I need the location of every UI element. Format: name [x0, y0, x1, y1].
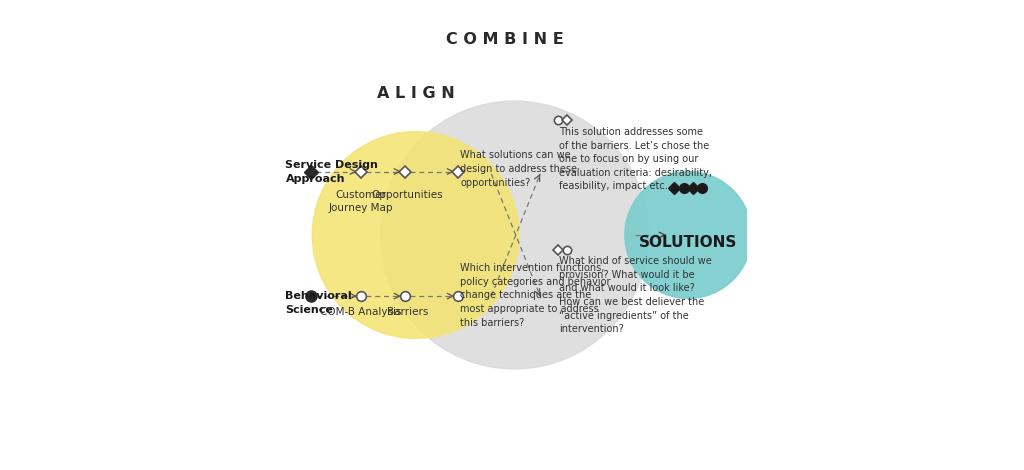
Text: Barriers: Barriers — [387, 307, 428, 317]
Text: COM-B Analysis: COM-B Analysis — [319, 307, 401, 317]
Text: Behavioral
Science: Behavioral Science — [286, 291, 352, 315]
Text: A L I G N: A L I G N — [377, 86, 455, 102]
Circle shape — [625, 172, 752, 298]
Circle shape — [312, 132, 519, 338]
Text: C O M B I N E: C O M B I N E — [446, 32, 564, 47]
Circle shape — [380, 101, 648, 369]
Text: Which intervention functions,
policy categories and behavior
change techniques a: Which intervention functions, policy cat… — [461, 263, 610, 328]
Text: What solutions can we
design to address these
opportunities?: What solutions can we design to address … — [461, 150, 578, 188]
Text: What kind of service should we
provision? What would it be
and what would it loo: What kind of service should we provision… — [559, 256, 712, 334]
Text: SOLUTIONS: SOLUTIONS — [639, 235, 737, 250]
Text: Customer
Journey Map: Customer Journey Map — [329, 190, 393, 213]
Text: This solution addresses some
of the barriers. Let’s chose the
one to focus on by: This solution addresses some of the barr… — [559, 127, 712, 191]
Text: Opportunities: Opportunities — [372, 190, 443, 200]
Text: Service Design
Approach: Service Design Approach — [286, 159, 378, 184]
